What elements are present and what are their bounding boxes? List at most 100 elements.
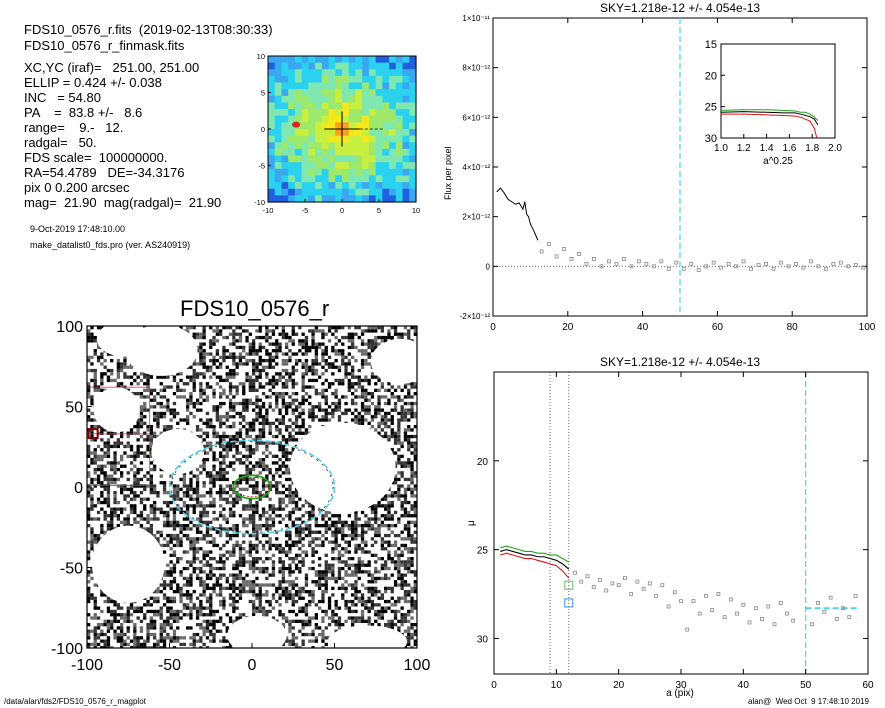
contour-cell: [328, 162, 336, 170]
mu-x-tick-label: 30: [675, 680, 687, 691]
flux-y-tick-label: -2×10⁻¹²: [460, 312, 491, 321]
contour-cell: [301, 148, 309, 157]
contour-cell: [409, 188, 417, 196]
contour-cell: [321, 56, 330, 64]
contour-cell: [328, 188, 336, 196]
galaxy-ellipse-green: [232, 474, 272, 500]
contour-cell: [402, 175, 410, 183]
contour-cell: [274, 155, 283, 163]
contour-cell: [274, 168, 283, 177]
contour-cell: [335, 95, 343, 104]
flux-point: [651, 264, 656, 269]
contour-cell: [389, 102, 397, 110]
contour-cell: [328, 69, 336, 77]
contour-x-tick-label: -5: [302, 206, 309, 215]
contour-cell: [375, 162, 383, 170]
contour-cell: [328, 175, 336, 183]
contour-cell: [321, 62, 330, 70]
contour-cell: [402, 89, 410, 97]
contour-cell: [368, 75, 377, 84]
contour-y-tick-label: -5: [258, 162, 265, 171]
contour-cell: [342, 175, 350, 183]
contour-cell: [328, 142, 336, 150]
sky-ellipse: [168, 439, 336, 535]
contour-cell: [342, 129, 350, 137]
contour-cell: [301, 115, 309, 123]
contour-cell: [281, 102, 289, 110]
param-line: range= 9.- 12.: [24, 120, 124, 135]
contour-cell: [382, 162, 390, 170]
contour-cell: [328, 89, 336, 97]
contour-cell: [335, 89, 343, 97]
contour-cell: [389, 175, 397, 183]
flux-point: [749, 266, 753, 271]
contour-cell: [355, 188, 363, 196]
flux-point: [741, 259, 746, 264]
contour-cell: [308, 129, 316, 137]
contour-cell: [395, 62, 404, 70]
contour-cell: [382, 129, 390, 137]
contour-cell: [395, 75, 404, 84]
contour-cell: [389, 155, 397, 163]
mu-point: [654, 593, 658, 598]
contour-cell: [402, 56, 410, 64]
contour-cell: [308, 62, 316, 70]
contour-cell: [389, 129, 397, 137]
contour-cell: [281, 155, 289, 163]
flux-point: [681, 266, 686, 271]
masked-blob: [289, 422, 396, 513]
mu-plot-area: 0 10 20 30 40 50 60 20 25 30: [477, 371, 874, 691]
contour-cell: [268, 182, 276, 190]
contour-cell: [274, 129, 283, 137]
flux-y-tick-label: 2×10⁻¹²: [462, 213, 490, 222]
contour-cell: [375, 102, 383, 110]
contour-cell: [342, 75, 350, 84]
mu-x-tick-label: 20: [613, 680, 625, 691]
flux-y-tick-label: 6×10⁻¹²: [462, 113, 490, 122]
galaxy-ellipse-red: [235, 476, 269, 498]
contour-cell: [342, 89, 350, 97]
contour-cell: [395, 175, 404, 183]
contour-cell: [321, 195, 330, 203]
contour-cell: [382, 175, 390, 183]
contour-cell: [281, 175, 289, 183]
contour-cell: [375, 182, 383, 190]
contour-cell: [395, 95, 404, 104]
contour-cell: [362, 148, 370, 157]
flux-x-tick-label: 80: [787, 322, 799, 333]
flux-point: [861, 265, 866, 270]
inset-y-tick-label: 20: [705, 70, 717, 82]
mu-point: [622, 576, 627, 580]
contour-cell: [342, 188, 350, 196]
contour-cell: [355, 62, 363, 70]
mu-x-tick-label: 10: [551, 680, 563, 691]
flux-point: [853, 263, 858, 267]
mu-xlabel: a (pix): [666, 688, 694, 699]
flux-y-tick-label: 1×10⁻¹¹: [462, 14, 490, 23]
contour-cell: [375, 148, 383, 157]
contour-cell: [274, 102, 283, 110]
contour-cell: [281, 109, 289, 117]
contour-cell: [368, 69, 377, 77]
contour-cell: [268, 69, 276, 77]
contour-cell: [402, 62, 410, 70]
contour-cell: [409, 82, 417, 90]
contour-cell: [301, 122, 309, 130]
inset-x-tick-label: 1.6: [782, 143, 796, 154]
red-spot: [292, 121, 301, 128]
flux-x-tick-label: 40: [637, 322, 649, 333]
contour-x-tick-label: 0: [340, 206, 344, 215]
contour-cell: [321, 69, 330, 77]
mu-point: [685, 627, 690, 632]
contour-cell: [328, 115, 336, 123]
param-line: mag= 21.90 mag(radgal)= 21.90: [24, 195, 222, 210]
contour-cell: [308, 115, 316, 123]
contour-cell: [382, 168, 390, 177]
mu-ylabel: μ: [466, 520, 477, 526]
contour-cell: [315, 82, 323, 90]
contour-cell: [402, 122, 410, 130]
contour-cell: [274, 142, 283, 150]
contour-cell: [395, 69, 404, 77]
contour-cell: [402, 102, 410, 110]
contour-cell: [362, 135, 370, 143]
